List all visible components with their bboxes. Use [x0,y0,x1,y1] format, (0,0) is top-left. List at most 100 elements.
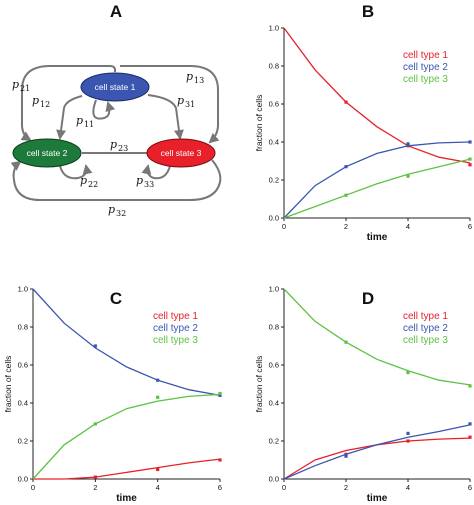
x-tick-label-c: 6 [218,483,222,492]
p23-symbol: p [110,138,117,151]
data-point-d-3 [468,384,472,388]
y-tick-label-d: 0.6 [269,361,279,370]
legend-entry-c-2: cell type 2 [153,323,198,334]
p33-subscript: 33 [144,180,154,189]
p31-symbol: p [177,94,184,107]
transition-arrow-p12 [56,95,83,140]
legend-entry-b-1: cell type 1 [403,50,448,61]
state-node-1: cell state 1 [80,72,150,102]
transition-label-p22: p 22 [80,174,98,189]
legend-entry-b-3: cell type 3 [403,74,448,85]
p21-subscript: 21 [20,84,30,93]
state-2-shape [12,138,82,168]
chart-panel-c: 0 2 4 6 0.0 0.2 0.4 0.6 0.8 1.0 time fraction of ce… [3,285,222,505]
data-point-c-2 [156,378,160,382]
p31-subscript: 31 [185,100,195,109]
series-line-b-1 [283,27,471,164]
panel-letter-b: B [362,2,374,21]
data-point-c-3 [93,422,97,426]
state-2-label: cell state 2 [27,148,68,158]
p13-subscript: 13 [194,76,204,85]
data-point-d-3 [406,371,410,375]
p22-symbol: p [80,174,87,187]
state-1-label: cell state 1 [95,82,136,92]
transition-arrow-p22 [59,164,93,180]
x-tick-label-b: 0 [282,222,286,231]
transition-label-p12: p 12 [32,94,50,109]
y-tick-label-d: 0.2 [269,437,279,446]
y-tick-label-b: 1.0 [269,24,279,33]
y-tick-label-b: 0.2 [269,176,279,185]
x-tick-label-d: 2 [344,483,348,492]
y-tick-label-d: 0.0 [269,475,279,484]
series-line-d-2 [283,424,471,480]
data-point-b-3 [406,174,410,178]
state-node-3: cell state 3 [146,138,216,168]
data-point-b-2 [406,142,410,146]
legend-entry-c-1: cell type 1 [153,311,198,322]
y-tick-label-d: 1.0 [269,285,279,294]
y-tick-label-c: 0.6 [18,361,28,370]
x-tick-label-b: 4 [406,222,410,231]
state-node-2: cell state 2 [12,138,82,168]
y-tick-label-c: 0.8 [18,323,28,332]
legend-entry-d-3: cell type 3 [403,335,448,346]
p12-symbol: p [32,94,39,107]
x-tick-label-c: 0 [31,483,35,492]
y-tick-label-b: 0.4 [269,138,279,147]
transition-label-p32: p 32 [108,203,126,218]
data-point-c-1 [93,475,97,479]
transition-label-p21: p 21 [12,78,30,93]
x-tick-label-b: 6 [468,222,472,231]
p21-symbol: p [12,78,19,91]
y-tick-label-b: 0.0 [269,214,279,223]
y-tick-label-c: 0.2 [18,437,28,446]
data-point-c-1 [218,458,222,462]
transition-label-p31: p 31 [177,94,195,109]
transition-label-p11: p 11 [76,114,94,129]
y-tick-label-d: 0.4 [269,399,279,408]
x-axis-label-b: time [367,232,388,243]
p11-symbol: p [76,114,83,127]
p33-symbol: p [136,174,143,187]
data-point-d-1 [406,439,410,443]
data-point-d-2 [468,422,472,426]
p23-subscript: 23 [118,144,128,153]
y-tick-label-c: 0.0 [18,475,28,484]
data-point-b-3 [468,157,472,161]
data-point-b-2 [344,165,348,169]
panel-letter-c: C [110,289,122,308]
panel-letter-a: A [110,2,122,21]
data-point-c-3 [156,395,160,399]
data-point-d-3 [344,340,348,344]
data-point-b-2 [468,140,472,144]
x-tick-label-d: 0 [282,483,286,492]
x-tick-label-c: 4 [156,483,160,492]
series-line-c-2 [32,288,221,397]
panel-letter-d: D [362,289,374,308]
transition-arrow-p32 [10,159,222,201]
series-line-b-3 [283,158,471,219]
series-line-b-2 [283,141,471,219]
state-diagram: cell state 1 cell state 2 cell state 3 p… [10,65,222,218]
data-point-d-2 [406,431,410,435]
series-line-d-3 [283,288,471,386]
data-point-c-3 [218,391,222,396]
chart-panel-b: 0 2 4 6 0.0 0.2 0.4 0.6 0.8 1.0 time fraction of ce… [254,24,472,244]
transition-arrow-p11 [92,99,116,120]
p22-subscript: 22 [88,180,98,189]
x-tick-label-c: 2 [93,483,97,492]
x-axis-label-c: time [116,493,137,504]
y-axis-label-b: fraction of cells [254,95,264,152]
data-point-b-3 [344,193,348,197]
chart-panel-d: 0 2 4 6 0.0 0.2 0.4 0.6 0.8 1.0 time fraction of ce… [254,285,472,505]
data-point-b-1 [344,100,348,104]
x-tick-label-d: 6 [468,483,472,492]
series-line-c-3 [32,393,221,480]
data-point-b-1 [468,163,472,167]
data-point-c-1 [156,467,160,472]
p11-subscript: 11 [84,120,94,129]
legend-entry-b-2: cell type 2 [403,62,448,73]
y-tick-label-d: 0.8 [269,323,279,332]
